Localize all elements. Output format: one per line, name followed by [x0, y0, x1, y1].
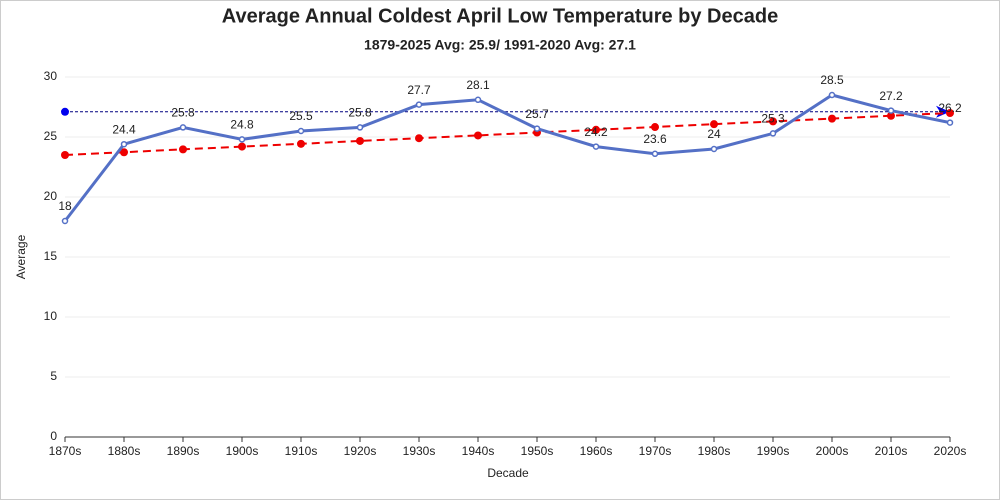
x-tick-label: 1920s: [344, 444, 377, 458]
trend-point: [356, 136, 364, 145]
data-label: 24: [707, 127, 721, 141]
y-axis-label: Average: [14, 234, 28, 279]
data-label: 18: [58, 199, 72, 213]
trend-point: [179, 145, 187, 154]
trend-point: [297, 139, 305, 148]
data-point: [887, 107, 895, 114]
data-point: [533, 125, 541, 132]
data-point: [651, 150, 659, 158]
data-label: 24.4: [112, 122, 136, 136]
series-line: [63, 93, 951, 222]
x-tick-label: 2020s: [934, 444, 967, 458]
data-point: [710, 145, 718, 153]
trend-point: [710, 120, 718, 129]
x-tick-label: 1960s: [580, 444, 613, 458]
data-label: 24.8: [230, 118, 254, 132]
data-label: 25.7: [525, 107, 549, 121]
data-label: 23.6: [643, 132, 667, 146]
chart-title: Average Annual Coldest April Low Tempera…: [222, 5, 778, 27]
x-tick-label: 1950s: [521, 444, 554, 458]
data-label: 28.1: [466, 78, 490, 92]
data-label: 25.5: [289, 109, 313, 123]
data-point: [946, 119, 954, 126]
x-tick-label: 2000s: [816, 444, 849, 458]
data-point: [474, 96, 482, 104]
reference-arrow: [936, 105, 950, 118]
x-tick-label: 1990s: [757, 444, 790, 458]
y-tick-label: 30: [44, 69, 58, 83]
data-label: 27.2: [879, 89, 903, 103]
x-tick-label: 2010s: [875, 444, 908, 458]
trend-point: [946, 109, 954, 117]
trend-point: [238, 142, 246, 151]
data-point: [592, 143, 600, 150]
data-point: [356, 124, 364, 131]
x-tick-label: 1930s: [403, 444, 436, 458]
x-tick-label: 1900s: [226, 444, 259, 458]
x-tick-label: 1870s: [49, 444, 82, 458]
trend-point: [120, 148, 128, 157]
series-line: [64, 112, 951, 156]
data-point: [828, 91, 836, 99]
data-label: 24.2: [584, 125, 608, 139]
trend-point: [828, 114, 836, 123]
chart-subtitle: 1879-2025 Avg: 25.9/ 1991-2020 Avg: 27.1: [364, 37, 636, 53]
data-label: 26.2: [938, 101, 962, 115]
x-tick-label: 1880s: [108, 444, 141, 458]
data-point: [120, 140, 128, 148]
data-label: 25.8: [348, 106, 372, 120]
x-tick-label: 1910s: [285, 444, 318, 458]
trend-point: [592, 125, 600, 134]
data-label: 25.3: [761, 112, 785, 126]
y-tick-label: 0: [50, 429, 57, 443]
data-point: [415, 101, 423, 108]
trend-point: [415, 134, 423, 143]
trend-point: [887, 111, 895, 120]
y-tick-label: 20: [44, 189, 58, 203]
reference-start: [61, 107, 69, 116]
y-tick-label: 25: [44, 129, 58, 143]
x-tick-label: 1980s: [698, 444, 731, 458]
x-tick-label: 1890s: [167, 444, 200, 458]
x-tick-label: 1970s: [639, 444, 672, 458]
data-point: [769, 130, 777, 137]
data-point: [61, 217, 69, 225]
trend-point: [769, 117, 777, 126]
data-label: 25.8: [171, 106, 195, 120]
y-tick-label: 5: [50, 369, 57, 383]
trend-point: [474, 131, 482, 140]
y-tick-label: 10: [44, 309, 58, 323]
data-point: [297, 127, 305, 135]
x-axis-label: Decade: [487, 466, 529, 480]
data-label: 28.5: [820, 73, 844, 87]
y-tick-label: 15: [44, 249, 58, 263]
data-label: 27.7: [407, 83, 431, 97]
trend-point: [651, 123, 659, 132]
data-point: [238, 136, 246, 143]
data-point: [179, 124, 187, 131]
x-tick-label: 1940s: [462, 444, 495, 458]
trend-point: [61, 151, 69, 159]
